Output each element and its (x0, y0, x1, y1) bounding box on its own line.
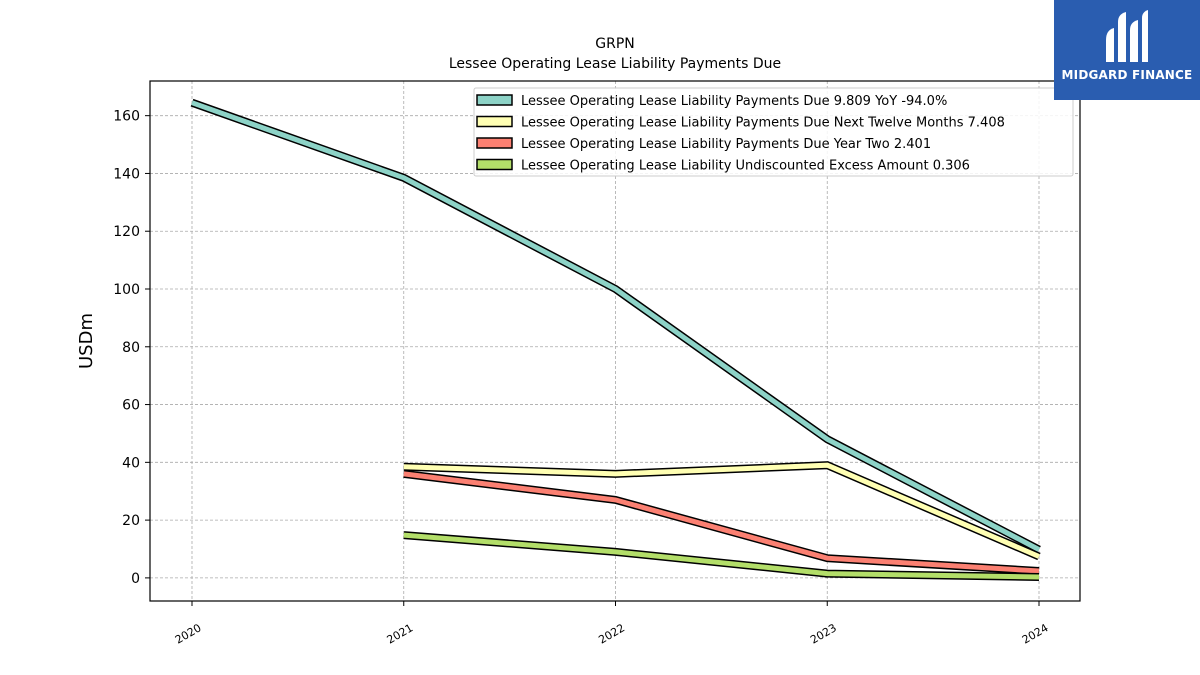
legend: Lessee Operating Lease Liability Payment… (473, 87, 1074, 177)
chart-title: GRPN (595, 36, 635, 52)
legend-swatch-1 (476, 115, 513, 128)
legend-entry-1: Lessee Operating Lease Liability Payment… (521, 116, 1005, 131)
series-line-outline-2 (403, 469, 1040, 575)
x-tick-label: 2024 (1020, 621, 1051, 646)
series-line-1 (403, 462, 1040, 559)
series-lines (190, 98, 1041, 581)
series-line-0 (191, 100, 1041, 552)
y-tick-label: 140 (113, 166, 140, 182)
y-tick-label: 160 (113, 109, 140, 125)
x-tick-label: 2020 (173, 621, 204, 646)
legend-swatch-2 (476, 137, 513, 149)
logo-text: MIDGARD FINANCE (1061, 68, 1193, 82)
series-line-2 (403, 471, 1040, 574)
chart-subtitle: Lessee Operating Lease Liability Payment… (449, 56, 781, 72)
y-axis-ticks: 0 20 40 60 80 100 120 140 160 (113, 109, 150, 587)
legend-entry-3: Lessee Operating Lease Liability Undisco… (521, 159, 970, 174)
y-tick-label: 60 (122, 398, 140, 414)
x-tick-label: 2021 (385, 621, 416, 646)
series-line-3 (403, 532, 1040, 580)
logo-mark-icon (1106, 10, 1148, 62)
x-tick-label: 2023 (808, 621, 839, 646)
y-tick-label: 40 (122, 455, 140, 471)
y-tick-label: 100 (113, 282, 140, 298)
legend-entry-0: Lessee Operating Lease Liability Payment… (521, 94, 947, 109)
y-tick-label: 80 (122, 340, 140, 356)
y-axis-label: USDm (76, 313, 97, 369)
y-tick-label: 120 (113, 224, 140, 240)
legend-swatch-3 (476, 158, 513, 171)
legend-entry-2: Lessee Operating Lease Liability Payment… (521, 137, 931, 152)
logo: MIDGARD FINANCE (1054, 0, 1200, 100)
legend-box (473, 87, 1074, 177)
x-tick-label: 2022 (596, 621, 627, 646)
x-axis-ticks: 2020 2021 2022 2023 2024 (173, 601, 1051, 647)
legend-swatch-0 (476, 94, 513, 106)
y-tick-label: 0 (131, 571, 140, 587)
y-tick-label: 20 (122, 513, 140, 529)
